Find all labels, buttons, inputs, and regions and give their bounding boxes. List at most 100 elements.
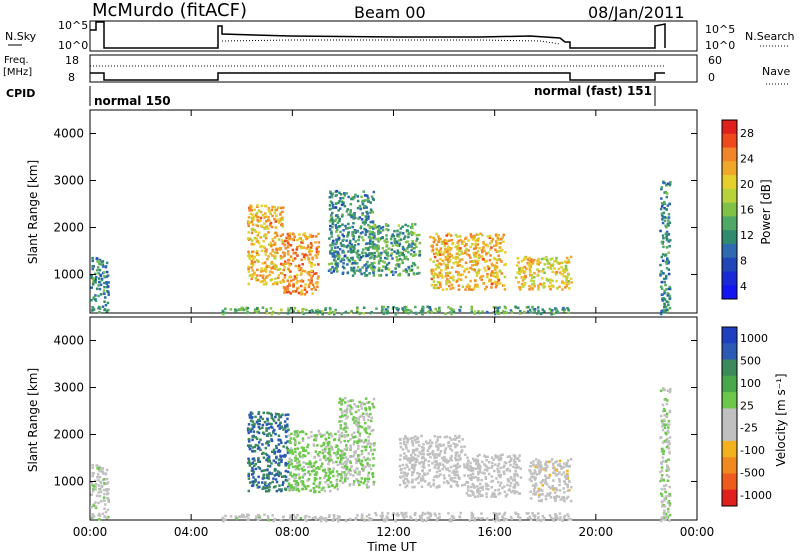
echo-cell <box>665 225 668 229</box>
echo-cell <box>105 261 109 265</box>
echo-cell <box>381 308 384 311</box>
echo-cell <box>272 486 276 489</box>
echo-cell <box>445 280 448 283</box>
echo-cell <box>446 460 449 463</box>
echo-cell <box>247 489 251 493</box>
echo-cell <box>264 487 267 490</box>
echo-cell <box>366 462 369 465</box>
echo-cell <box>105 282 109 286</box>
echo-cell <box>516 457 519 461</box>
echo-cell <box>401 463 405 467</box>
echo-cell <box>247 221 251 224</box>
echo-cell <box>664 517 667 521</box>
echo-cell <box>301 439 305 443</box>
echo-cell <box>270 225 274 229</box>
echo-cell <box>386 267 389 270</box>
echo-cell <box>421 469 424 473</box>
echo-cell <box>528 478 532 481</box>
echo-cell <box>485 466 489 469</box>
echo-cell <box>370 449 373 452</box>
echo-cell <box>564 286 567 289</box>
echo-cell <box>267 427 271 430</box>
echo-cell <box>292 437 296 440</box>
echo-cell <box>473 517 477 520</box>
echo-cell <box>540 493 543 496</box>
echo-cell <box>247 474 250 478</box>
echo-cell <box>378 274 381 277</box>
echo-cell <box>278 488 281 492</box>
echo-cell <box>367 442 370 445</box>
echo-cell <box>411 254 415 258</box>
velocity-colorbar-label: Velocity [m s⁻¹] <box>774 373 788 466</box>
echo-cell <box>518 459 521 462</box>
echo-cell <box>387 254 390 258</box>
echo-cell <box>664 460 668 463</box>
echo-cell <box>545 482 549 486</box>
echo-cell <box>664 484 668 487</box>
echo-cell <box>665 495 668 498</box>
echo-cell <box>541 479 545 482</box>
echo-cell <box>264 212 267 215</box>
echo-cell <box>261 213 265 217</box>
echo-cell <box>470 308 473 311</box>
echo-cell <box>325 519 328 523</box>
echo-cell <box>426 449 430 452</box>
echo-cell <box>420 307 424 311</box>
echo-cell <box>353 244 357 247</box>
echo-cell <box>459 247 462 250</box>
echo-cell <box>328 220 332 223</box>
echo-cell <box>328 262 331 266</box>
echo-cell <box>332 474 335 478</box>
echo-cell <box>374 237 378 241</box>
echo-cell <box>318 490 321 494</box>
echo-cell <box>496 276 499 279</box>
echo-cell <box>422 306 425 309</box>
echo-cell <box>458 477 461 480</box>
echo-cell <box>415 441 418 444</box>
echo-cell <box>476 495 479 498</box>
echo-cell <box>562 516 566 519</box>
echo-cell <box>534 476 537 480</box>
echo-cell <box>301 482 305 485</box>
echo-cell <box>309 250 312 253</box>
echo-cell <box>468 254 471 257</box>
echo-cell <box>660 466 664 469</box>
echo-cell <box>367 426 370 430</box>
echo-cell <box>472 476 475 479</box>
echo-cell <box>508 488 511 491</box>
echo-cell <box>250 231 254 235</box>
echo-cell <box>293 479 296 483</box>
echo-cell <box>312 488 316 491</box>
echo-cell <box>472 459 476 463</box>
echo-cell <box>539 488 542 491</box>
echo-cell <box>530 258 533 261</box>
echo-cell <box>399 251 402 254</box>
echo-cell <box>470 236 473 239</box>
echo-cell <box>365 269 368 272</box>
echo-cell <box>526 262 529 265</box>
echo-cell <box>304 518 307 521</box>
echo-cell <box>554 487 557 490</box>
echo-cell <box>331 192 334 195</box>
echo-cell <box>561 466 564 469</box>
echo-cell <box>286 235 290 239</box>
echo-cell <box>355 461 358 464</box>
echo-cell <box>413 247 416 250</box>
echo-cell <box>474 475 478 479</box>
echo-cell <box>373 235 376 238</box>
echo-cell <box>355 310 359 313</box>
echo-region <box>221 513 371 523</box>
echo-cell <box>551 270 554 274</box>
echo-cell <box>349 461 352 464</box>
echo-cell <box>371 267 374 271</box>
echo-cell <box>369 220 372 224</box>
echo-cell <box>306 245 310 249</box>
echo-cell <box>248 209 251 212</box>
echo-cell <box>494 248 497 251</box>
echo-cell <box>260 204 264 208</box>
echo-cell <box>265 453 269 457</box>
echo-cell <box>567 261 571 264</box>
echo-cell <box>449 247 453 250</box>
echo-cell <box>348 484 352 487</box>
echo-cell <box>665 288 668 291</box>
